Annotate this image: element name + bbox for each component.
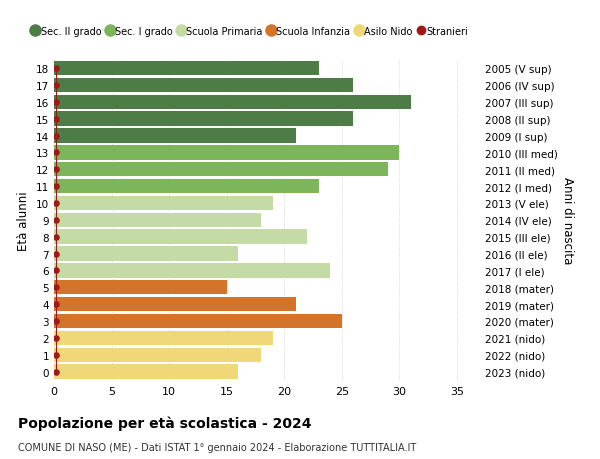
Point	[52, 82, 61, 90]
Point	[52, 250, 61, 257]
Point	[52, 301, 61, 308]
Text: Popolazione per età scolastica - 2024: Popolazione per età scolastica - 2024	[18, 415, 311, 430]
Point	[52, 318, 61, 325]
Bar	[54, 297, 296, 312]
Point	[52, 116, 61, 123]
Bar	[54, 62, 319, 76]
Point	[52, 368, 61, 375]
Bar	[54, 95, 411, 110]
Point	[52, 284, 61, 291]
Bar	[54, 162, 388, 177]
Bar	[54, 230, 307, 244]
Point	[52, 133, 61, 140]
Bar	[54, 247, 238, 261]
Y-axis label: Anni di nascita: Anni di nascita	[562, 177, 574, 264]
Bar	[54, 263, 331, 278]
Bar	[54, 280, 227, 295]
Point	[52, 200, 61, 207]
Bar	[54, 364, 238, 379]
Bar	[54, 331, 273, 345]
Bar	[54, 196, 273, 211]
Bar	[54, 348, 261, 362]
Point	[52, 351, 61, 358]
Legend: Sec. II grado, Sec. I grado, Scuola Primaria, Scuola Infanzia, Asilo Nido, Stran: Sec. II grado, Sec. I grado, Scuola Prim…	[29, 23, 472, 40]
Point	[52, 65, 61, 73]
Bar	[54, 112, 353, 127]
Bar	[54, 179, 319, 194]
Point	[52, 183, 61, 190]
Text: COMUNE DI NASO (ME) - Dati ISTAT 1° gennaio 2024 - Elaborazione TUTTITALIA.IT: COMUNE DI NASO (ME) - Dati ISTAT 1° genn…	[18, 442, 416, 452]
Y-axis label: Età alunni: Età alunni	[17, 190, 31, 250]
Point	[52, 335, 61, 342]
Bar	[54, 314, 342, 328]
Point	[52, 149, 61, 157]
Point	[52, 234, 61, 241]
Bar	[54, 213, 261, 228]
Bar	[54, 129, 296, 143]
Bar	[54, 146, 400, 160]
Point	[52, 217, 61, 224]
Bar	[54, 78, 353, 93]
Point	[52, 166, 61, 174]
Point	[52, 99, 61, 106]
Point	[52, 267, 61, 274]
